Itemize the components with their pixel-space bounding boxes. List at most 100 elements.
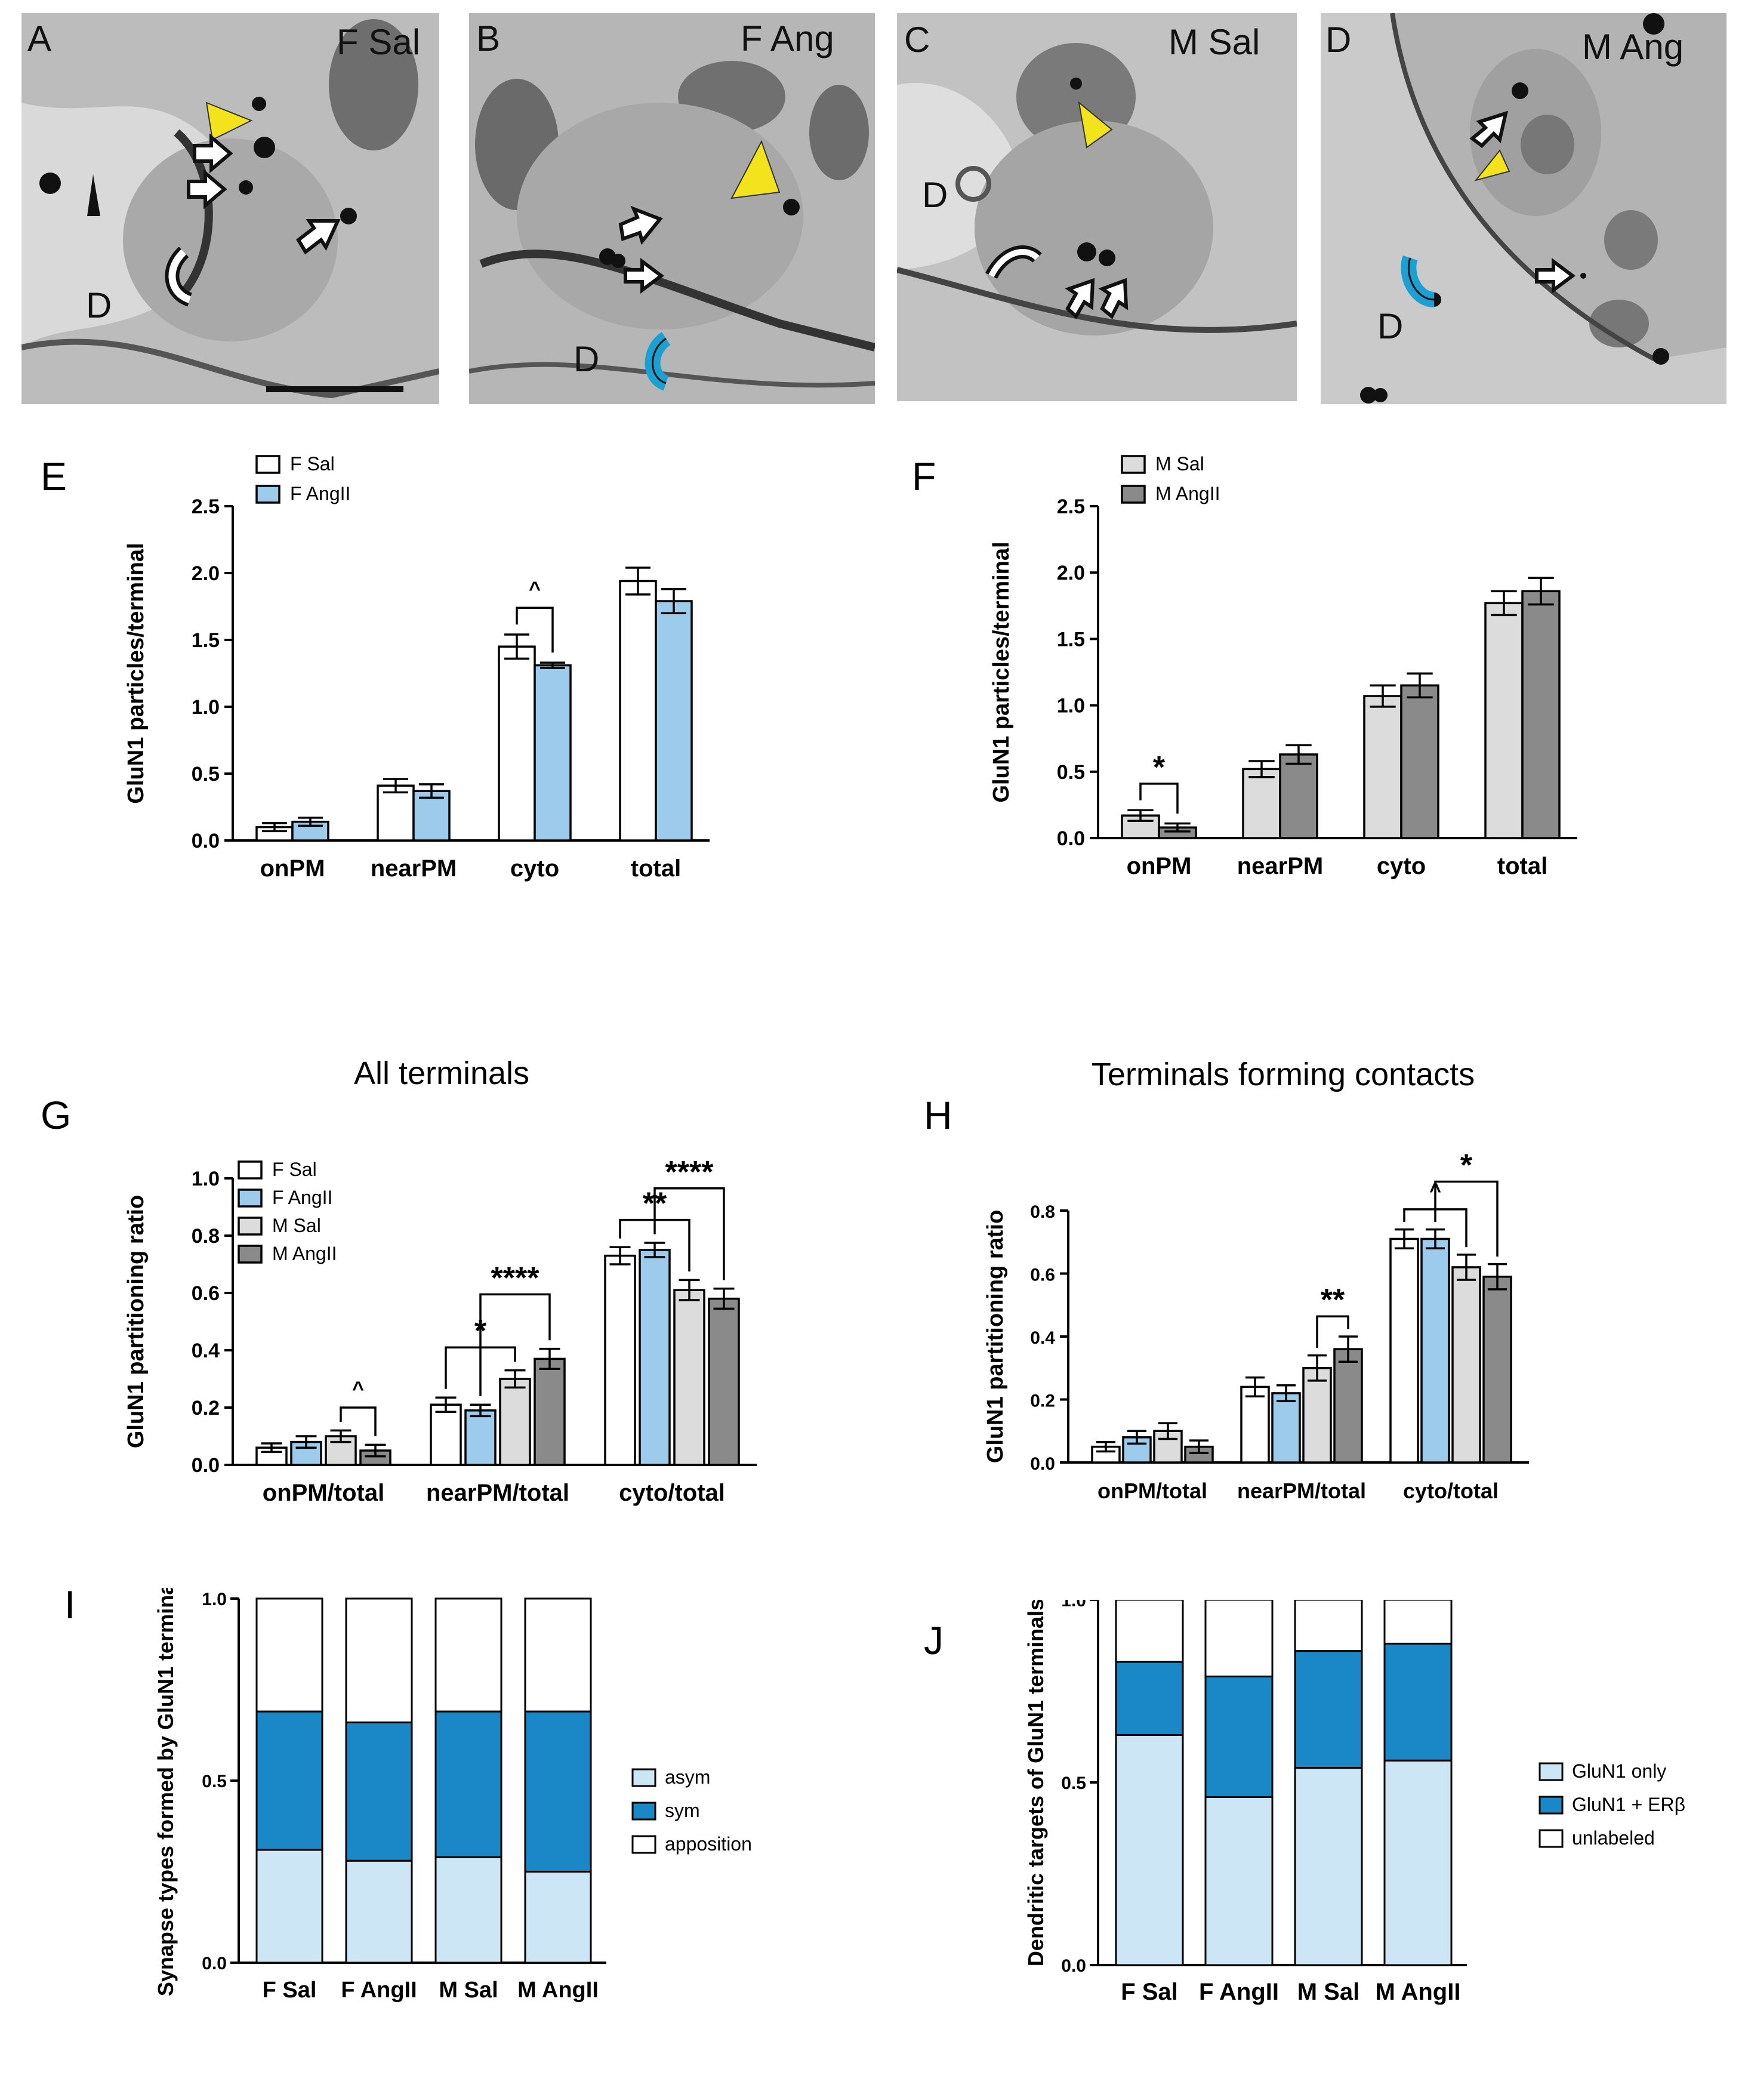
bar <box>1484 602 1524 839</box>
x-category-label: onPM/total <box>1097 1479 1207 1503</box>
stacked-segment <box>1294 1650 1363 1769</box>
micrograph-dendrite-tag: D <box>1377 306 1404 346</box>
stacked-segment <box>1204 1600 1274 1678</box>
x-category-label: F AngII <box>341 1978 417 2003</box>
micrograph-label: M Sal <box>1169 22 1260 62</box>
micrograph-image-b <box>469 13 875 404</box>
legend-label: apposition <box>665 1833 752 1855</box>
micrograph-letter: A <box>27 19 52 58</box>
y-tick-label: 1.0 <box>192 1168 220 1190</box>
bar <box>377 784 415 842</box>
significance-bracket <box>1316 1315 1349 1348</box>
micrograph-image-c <box>897 13 1297 401</box>
legend-label: M Sal <box>272 1215 321 1236</box>
stacked-segment <box>434 1597 502 1713</box>
y-tick-label: 0.4 <box>192 1340 220 1362</box>
significance-bracket <box>340 1406 377 1436</box>
legend-label: M AngII <box>1155 483 1220 504</box>
significance-label: * <box>1460 1148 1473 1183</box>
bar <box>619 580 657 842</box>
x-category-label: total <box>631 855 681 882</box>
micrograph-panel-c: C M Sal D <box>897 13 1297 401</box>
bar <box>1333 1348 1363 1464</box>
y-tick-label: 1.0 <box>1061 1600 1086 1611</box>
micrograph-image-d <box>1321 13 1726 404</box>
legend-swatch <box>255 455 280 474</box>
x-category-label: cyto <box>510 855 559 882</box>
significance-label: ** <box>1321 1283 1345 1317</box>
panel-letter-f: F <box>912 454 936 498</box>
stacked-segment <box>524 1597 592 1713</box>
legend-swatch <box>1121 485 1146 504</box>
legend-label: GluN1 + ERβ <box>1572 1794 1685 1815</box>
bar <box>534 664 572 842</box>
significance-bracket <box>653 1187 725 1280</box>
stacked-segment <box>1204 1796 1274 1966</box>
y-tick-label: 0.5 <box>1061 1773 1086 1793</box>
stacked-segment <box>255 1710 323 1851</box>
panel-letter-j: J <box>924 1618 944 1662</box>
bar <box>708 1297 740 1466</box>
significance-bracket <box>479 1293 551 1396</box>
stacked-segment <box>1204 1676 1274 1798</box>
bar <box>1271 1392 1301 1464</box>
legend-swatch <box>1539 1829 1564 1848</box>
y-tick-label: 2.0 <box>1057 562 1085 584</box>
x-category-label: onPM <box>1127 853 1192 879</box>
legend-swatch <box>631 1768 656 1787</box>
x-category-label: nearPM/total <box>426 1480 569 1506</box>
legend-swatch <box>238 1245 263 1264</box>
x-category-label: M AngII <box>1376 1979 1461 2005</box>
bar <box>604 1254 636 1466</box>
x-category-label: total <box>1497 853 1547 879</box>
legend-swatch <box>238 1217 263 1236</box>
x-category-label: onPM <box>260 855 325 882</box>
stacked-segment <box>1383 1642 1453 1762</box>
bar <box>1363 695 1402 839</box>
y-axis-label: GluN1 partitioning ratio <box>124 1195 149 1448</box>
y-tick-label: 1.0 <box>1057 695 1085 718</box>
y-tick-label: 0.2 <box>192 1397 220 1419</box>
panel-letter-h: H <box>924 1093 952 1137</box>
legend-label: F AngII <box>290 483 350 504</box>
legend-swatch <box>238 1160 263 1180</box>
x-category-label: F Sal <box>263 1978 317 2003</box>
y-axis-label: GluN1 particles/terminal <box>124 543 149 803</box>
y-tick-label: 1.5 <box>192 629 220 652</box>
y-axis-label: GluN1 particles/terminal <box>989 541 1014 802</box>
y-tick-label: 1.5 <box>1057 628 1085 651</box>
stacked-segment <box>345 1597 413 1723</box>
significance-bracket <box>1434 1180 1499 1257</box>
bar <box>1400 684 1439 839</box>
chart-e: 0.0 0.5 1.0 1.5 2.0 2.5 GluN1 particles/termin… <box>124 453 710 882</box>
y-tick-label: 1.0 <box>192 696 220 719</box>
x-category-label: onPM/total <box>263 1480 384 1506</box>
bar <box>498 645 536 842</box>
bar <box>1389 1237 1419 1464</box>
significance-label: ^ <box>352 1378 364 1400</box>
x-category-label: cyto <box>1377 853 1426 879</box>
y-tick-label: 0.5 <box>202 1772 227 1791</box>
stacked-segment <box>345 1859 413 1964</box>
legend-label: GluN1 only <box>1572 1760 1666 1782</box>
chart-j: 0.0 0.5 1.0 Dendritic targets of GluN1 term… <box>1023 1600 1685 2005</box>
legend-swatch <box>255 485 280 504</box>
micrograph-label: F Sal <box>337 22 421 62</box>
stacked-segment <box>345 1721 413 1862</box>
bar <box>1242 768 1281 839</box>
x-category-label: nearPM/total <box>1237 1479 1366 1503</box>
y-tick-label: 2.5 <box>192 495 220 518</box>
chart-f: 0.0 0.5 1.0 1.5 2.0 2.5 GluN1 particles/termin… <box>989 453 1577 879</box>
stacked-segment <box>434 1856 502 1964</box>
x-category-label: nearPM <box>371 855 457 882</box>
stacked-segment <box>1383 1759 1453 1966</box>
bar <box>1279 753 1318 839</box>
y-tick-label: 0.6 <box>1030 1265 1055 1285</box>
micrograph-label: M Ang <box>1582 27 1684 67</box>
chart-h: Terminals forming contacts 0.0 0.2 0.4 0.6 0.… <box>983 1057 1529 1503</box>
y-tick-label: 1.0 <box>202 1590 227 1609</box>
stacked-segment <box>1294 1767 1363 1966</box>
stacked-segment <box>1115 1661 1184 1736</box>
bar <box>673 1289 705 1466</box>
x-category-label: F AngII <box>1199 1979 1279 2005</box>
